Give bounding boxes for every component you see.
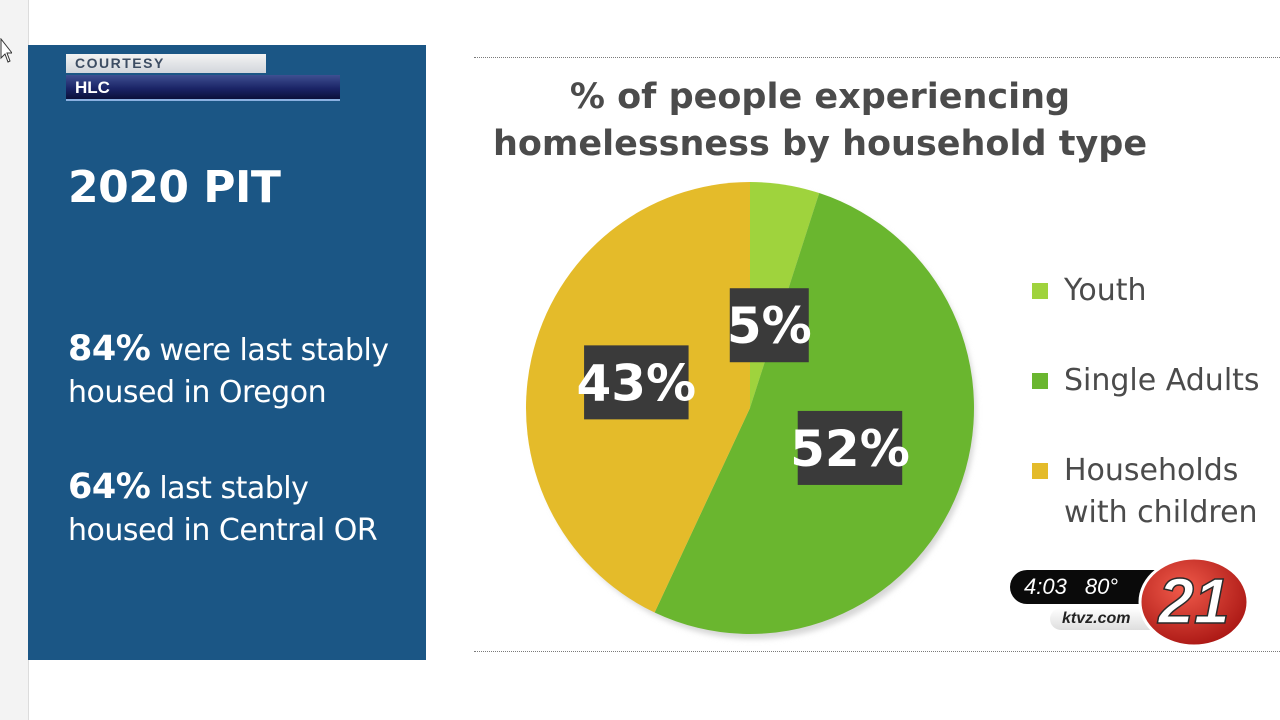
slide-top-divider — [474, 57, 1280, 58]
stat-central-or: 64% last stably housed in Central OR — [68, 466, 378, 552]
data-label-box — [729, 288, 809, 363]
data-label-text: 52% — [790, 420, 910, 478]
chart-title-line2: homelessness by household type — [492, 124, 1148, 164]
chart-title: % of people experiencing homelessness by… — [470, 74, 1170, 168]
legend-item: Single Adults — [1032, 360, 1260, 402]
stat-central-or-text-line2: housed in Central OR — [68, 513, 378, 548]
legend-label: Single Adults — [1064, 363, 1260, 398]
side-panel — [28, 45, 426, 660]
mouse-cursor-icon — [0, 38, 12, 63]
legend-swatch — [1032, 373, 1048, 389]
data-label-text: 5% — [727, 297, 812, 355]
data-label-youth: 5% — [727, 288, 812, 363]
data-label-single-adults: 52% — [790, 410, 910, 485]
channel-logo-disc — [1138, 556, 1250, 648]
stat-oregon-text-line2: housed in Oregon — [68, 375, 327, 410]
legend-label: Youth — [1064, 273, 1147, 308]
legend-swatch — [1032, 283, 1048, 299]
legend-swatch — [1032, 463, 1048, 479]
clock-time: 4:03 — [1024, 574, 1067, 599]
data-label-households-with-children: 43% — [576, 345, 696, 420]
lower-third-courtesy-label: COURTESY — [66, 54, 266, 73]
legend-item: Youth — [1032, 270, 1147, 312]
time-temperature-bar: 4:03 80° — [1010, 570, 1160, 604]
chart-title-line1: % of people experiencing — [569, 77, 1071, 117]
slide-bottom-divider — [474, 651, 1280, 652]
channel-number: 21 — [1157, 565, 1229, 637]
stat-oregon-text-line1: were last stably — [150, 333, 389, 368]
stat-central-or-value: 64% — [68, 467, 151, 507]
stat-oregon: 84% were last stably housed in Oregon — [68, 328, 389, 414]
lower-third-source: HLC — [66, 75, 340, 101]
panel-heading: 2020 PIT — [68, 162, 281, 213]
data-label-box — [584, 345, 689, 420]
data-label-text: 43% — [576, 354, 696, 412]
data-label-box — [797, 410, 903, 485]
stat-oregon-value: 84% — [68, 329, 151, 369]
channel-logo: 21 — [1138, 556, 1250, 648]
stat-central-or-text-line1: last stably — [150, 471, 309, 506]
legend-item: Households with children — [1032, 450, 1258, 534]
temperature: 80° — [1084, 574, 1119, 599]
legend-label: Households with children — [1064, 453, 1258, 530]
station-bug: 4:03 80° ktvz.com 21 — [1010, 556, 1250, 648]
station-website: ktvz.com — [1050, 608, 1160, 630]
